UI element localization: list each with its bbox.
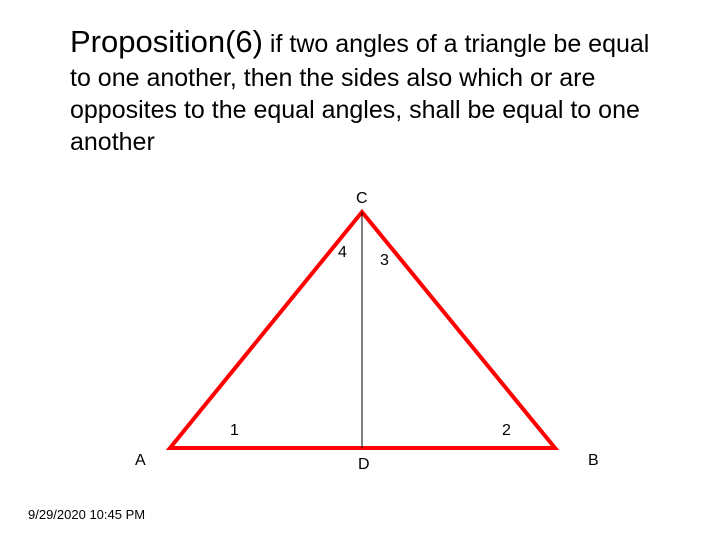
proposition-title: Proposition(6) [70, 24, 263, 59]
vertex-label-d: D [358, 456, 370, 474]
triangle-svg [0, 200, 720, 500]
angle-label-3: 3 [380, 252, 389, 270]
slide: Proposition(6) if two angles of a triang… [0, 0, 720, 540]
angle-label-4: 4 [338, 244, 347, 262]
vertex-label-b: B [588, 452, 599, 470]
proposition-text: Proposition(6) if two angles of a triang… [70, 22, 670, 158]
angle-label-1: 1 [230, 422, 239, 440]
vertex-label-a: A [135, 452, 146, 470]
angle-label-2: 2 [502, 422, 511, 440]
vertex-label-c: C [356, 190, 368, 208]
triangle-diagram: C A B D 1 2 3 4 [0, 200, 720, 500]
timestamp: 9/29/2020 10:45 PM [28, 507, 145, 522]
